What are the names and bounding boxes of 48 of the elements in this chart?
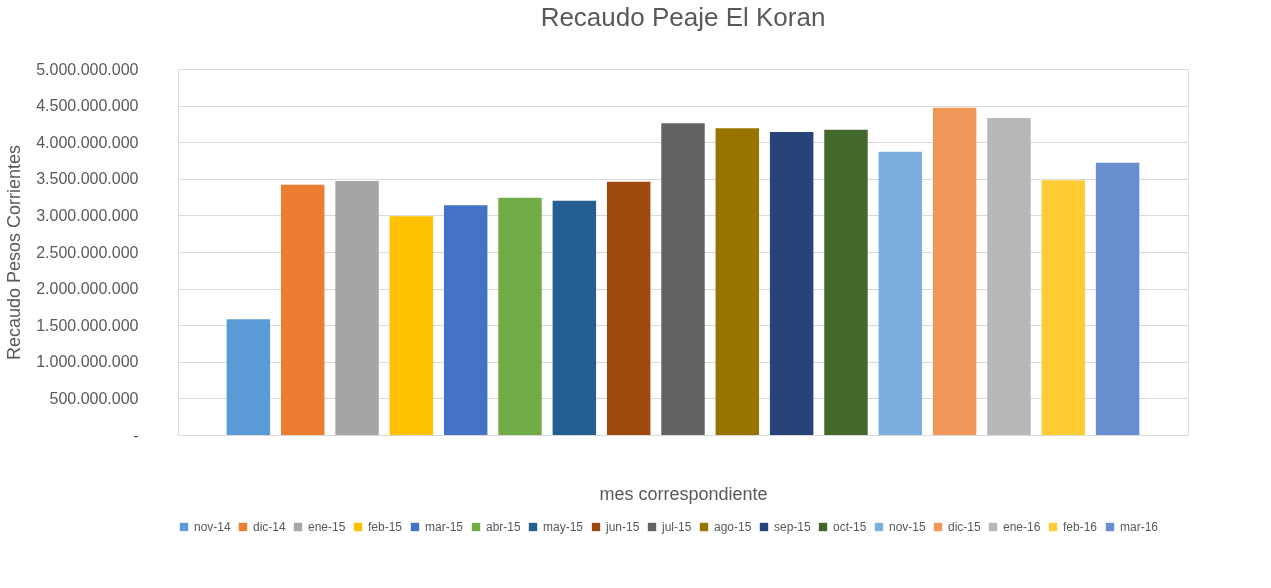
bar: [932, 107, 977, 435]
legend-label: jun-15: [605, 520, 640, 534]
legend-label: dic-15: [948, 520, 982, 534]
legend-label: abr-15: [486, 520, 522, 534]
legend-label: mar-16: [1120, 520, 1159, 534]
legend-label: nov-14: [194, 520, 232, 534]
y-tick-label: 2.500.000.000: [36, 243, 139, 261]
y-tick-label: 2.000.000.000: [36, 280, 139, 298]
y-tick-label: 1.500.000.000: [36, 316, 139, 334]
bar: [878, 151, 923, 435]
bar: [552, 200, 597, 435]
bar: [606, 181, 651, 435]
legend-label: ene-15: [308, 520, 346, 534]
chart-title: Recaudo Peaje El Koran: [540, 2, 826, 32]
bar: [335, 181, 379, 435]
legend-label: feb-15: [368, 520, 403, 534]
bar: [824, 129, 868, 435]
legend-label: sep-15: [774, 520, 812, 534]
bar: [661, 123, 705, 435]
legend-label: ene-16: [1003, 520, 1041, 534]
y-tick-label: -: [133, 426, 139, 444]
y-tick-label: 3.000.000.000: [36, 206, 139, 224]
bar: [1041, 180, 1086, 435]
x-axis-title: mes correspondiente: [599, 483, 768, 504]
legend-label: mar-15: [425, 520, 464, 534]
y-tick-label: 4.500.000.000: [36, 97, 139, 115]
y-tick-label: 500.000.000: [49, 389, 139, 407]
bar: [769, 131, 814, 435]
bar: [715, 128, 760, 435]
legend-label: oct-15: [833, 520, 867, 534]
legend-label: ago-15: [714, 520, 752, 534]
y-tick-label: 1.000.000.000: [36, 353, 139, 371]
bar: [987, 118, 1031, 435]
legend-label: feb-16: [1063, 520, 1098, 534]
legend-label: dic-14: [253, 520, 287, 534]
legend-label: nov-15: [889, 520, 927, 534]
bar: [280, 184, 325, 435]
y-tick-label: 3.500.000.000: [36, 170, 139, 188]
y-tick-label: 4.000.000.000: [36, 133, 139, 151]
bar: [498, 197, 542, 435]
y-axis-title: Recaudo Pesos Corrientes: [4, 144, 25, 361]
bar: [389, 216, 434, 435]
bar: [226, 319, 271, 435]
bar: [443, 205, 488, 435]
legend-label: jul-15: [661, 520, 692, 534]
y-tick-label: 5.000.000.000: [36, 60, 139, 78]
bar: [1095, 162, 1140, 435]
legend-label: may-15: [543, 520, 584, 534]
